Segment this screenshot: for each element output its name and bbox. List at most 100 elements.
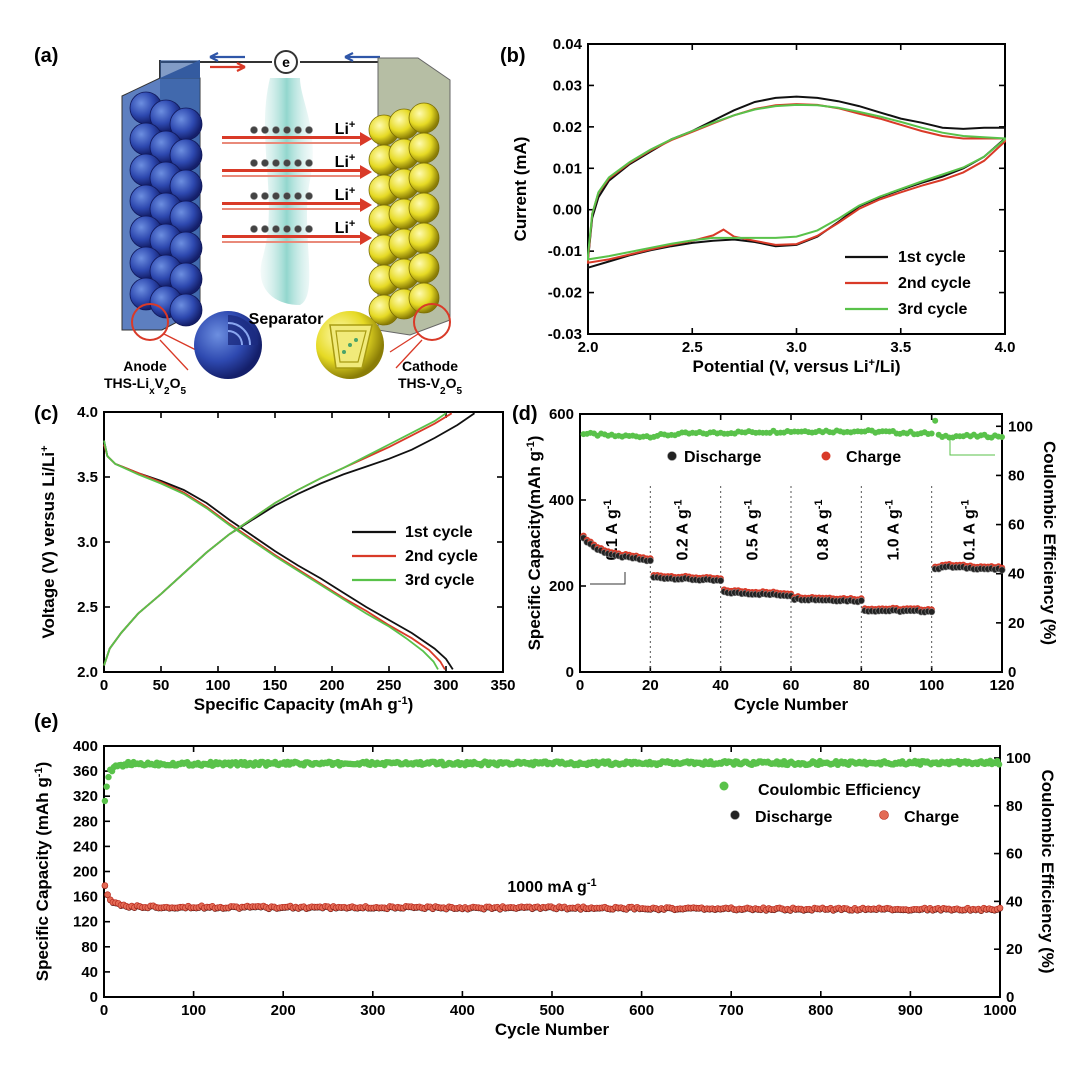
y-tick-label: 80 — [81, 939, 98, 956]
rate-annotation-part: 1000 mA — [507, 879, 577, 896]
y-tick-label: 120 — [73, 914, 98, 931]
li-ion-dot — [305, 159, 313, 167]
li-ion-label-part: + — [349, 152, 355, 164]
y-tick-label: 240 — [73, 838, 98, 855]
x-tick-label: 2.0 — [578, 339, 599, 356]
y-tick-label: -0.03 — [548, 326, 582, 343]
li-ion-dot — [294, 192, 302, 200]
y2-tick-label: 60 — [1008, 517, 1025, 534]
anode-material-part: S — [123, 375, 132, 391]
li-ion-dot — [283, 126, 291, 134]
y-tick-label: 320 — [73, 788, 98, 805]
axis-pointer-right — [949, 440, 995, 456]
rate-label-part: 0.5 A — [745, 519, 762, 561]
panel-a: (a) e — [34, 45, 462, 397]
y-axis-title-part: ) — [33, 762, 52, 768]
x-axis-title: Cycle Number — [734, 695, 849, 714]
x-tick-label: 100 — [919, 677, 944, 694]
efficiency-point — [103, 783, 110, 790]
plot-frame — [103, 411, 504, 673]
anode-sphere — [169, 293, 203, 327]
rate-label-part: g — [745, 509, 762, 519]
x-tick-label: 50 — [153, 677, 170, 694]
anode-material-part: V — [155, 375, 165, 391]
y-axis-title-part: ) — [525, 436, 544, 442]
cathode-sphere — [408, 162, 440, 194]
y2-tick-label: 40 — [1006, 893, 1023, 910]
efficiency-point — [995, 761, 1003, 768]
li-ion-dot — [283, 159, 291, 167]
y-tick-label: 200 — [549, 578, 574, 595]
separator-label: Separator — [249, 311, 324, 328]
x-tick-label: 250 — [376, 677, 401, 694]
legend-swatch — [879, 810, 889, 820]
x-tick-label: 300 — [433, 677, 458, 694]
circuit-symbol: e — [282, 54, 290, 70]
y-tick-label: 600 — [549, 406, 574, 423]
legend-label: 2nd cycle — [898, 275, 971, 292]
x-tick-label: 2.5 — [682, 339, 703, 356]
y-tick-label: 0.04 — [553, 36, 583, 53]
panel-b-label: (b) — [500, 45, 526, 67]
y-tick-label: 0.00 — [553, 202, 582, 219]
charge-point — [104, 891, 111, 898]
li-ion-label-part: Li — [335, 220, 349, 237]
efficiency-point — [932, 417, 939, 424]
rate-label-part: -1 — [960, 499, 972, 509]
x-axis-title: Potential (V, versus Li+/Li) — [693, 357, 901, 376]
ion-arrow-head — [360, 165, 372, 179]
discharge-curve-2 — [103, 444, 446, 670]
y-axis-title-part: -1 — [525, 441, 537, 451]
y2-tick-label: 60 — [1006, 846, 1023, 863]
x-tick-label: 600 — [629, 1002, 654, 1019]
x-tick-label: 0 — [100, 1002, 108, 1019]
ion-arrow-shaft — [222, 175, 362, 177]
panel-c: (c) 0 50 100 150 200 250 300 350 2.0 2.5 3.0 3.5 4.0 S… — [34, 403, 516, 714]
li-ion-dot — [305, 225, 313, 233]
panel-c-label: (c) — [34, 403, 58, 425]
cathode-sphere — [408, 192, 440, 224]
x-tick-label: 350 — [490, 677, 515, 694]
y-tick-label: 0 — [90, 989, 98, 1006]
y-tick-label: -0.01 — [548, 243, 582, 260]
y2-axis-title: Coulombic Efficiency (%) — [1038, 769, 1057, 973]
legend-label: Charge — [846, 449, 901, 466]
y-axis-title-part: Specific Capacity(mAh — [525, 461, 544, 650]
anode-material-part: x — [149, 386, 155, 397]
cathode-sphere — [408, 132, 440, 164]
y-tick-label: 40 — [81, 964, 98, 981]
anode-material-part: 5 — [180, 386, 186, 397]
legend-label: Discharge — [755, 809, 832, 826]
cathode-material-part: H — [407, 375, 417, 391]
x-tick-label: 900 — [898, 1002, 923, 1019]
y2-tick-label: 0 — [1008, 664, 1016, 681]
ion-arrow-shaft — [222, 202, 362, 205]
rate-label-part: -1 — [602, 499, 614, 509]
y2-tick-label: 100 — [1008, 418, 1033, 435]
x-tick-label: 1000 — [983, 1002, 1016, 1019]
rate-label-part: g — [885, 509, 902, 519]
ion-arrow-shaft — [222, 241, 362, 243]
y2-tick-label: 100 — [1006, 750, 1031, 767]
legend-label: Discharge — [684, 449, 761, 466]
x-tick-label: 40 — [712, 677, 729, 694]
charge-point — [101, 882, 109, 889]
efficiency-point — [928, 430, 935, 437]
rate-label-part: g — [815, 509, 832, 519]
efficiency-point — [105, 773, 112, 781]
rate-annotation-part: -1 — [587, 877, 597, 889]
x-axis-title-part: ) — [408, 695, 414, 714]
separator-membrane — [260, 78, 313, 305]
legend-label: 3rd cycle — [898, 301, 967, 318]
charge-point — [996, 904, 1004, 912]
discharge-point — [717, 577, 725, 585]
charge-curve-3 — [103, 412, 447, 666]
x-axis-title-part: Specific Capacity (mAh — [194, 695, 388, 714]
panel-e: (e)0 100 200 300 400 500 600 700 800 900 100004080… — [33, 711, 1057, 1039]
li-ion-dot — [261, 126, 269, 134]
rate-label: 0.2 A g-1 — [672, 499, 691, 560]
anode-material-part: L — [137, 375, 146, 391]
x-axis-title-part: Cycle Number — [734, 695, 849, 714]
panel-b: (b) 2.0 2.5 3.0 3.5 4.0 -0.03 -0.02 -0.01 0.00 0.0… — [500, 36, 1015, 376]
legend-label: 2nd cycle — [405, 548, 478, 565]
